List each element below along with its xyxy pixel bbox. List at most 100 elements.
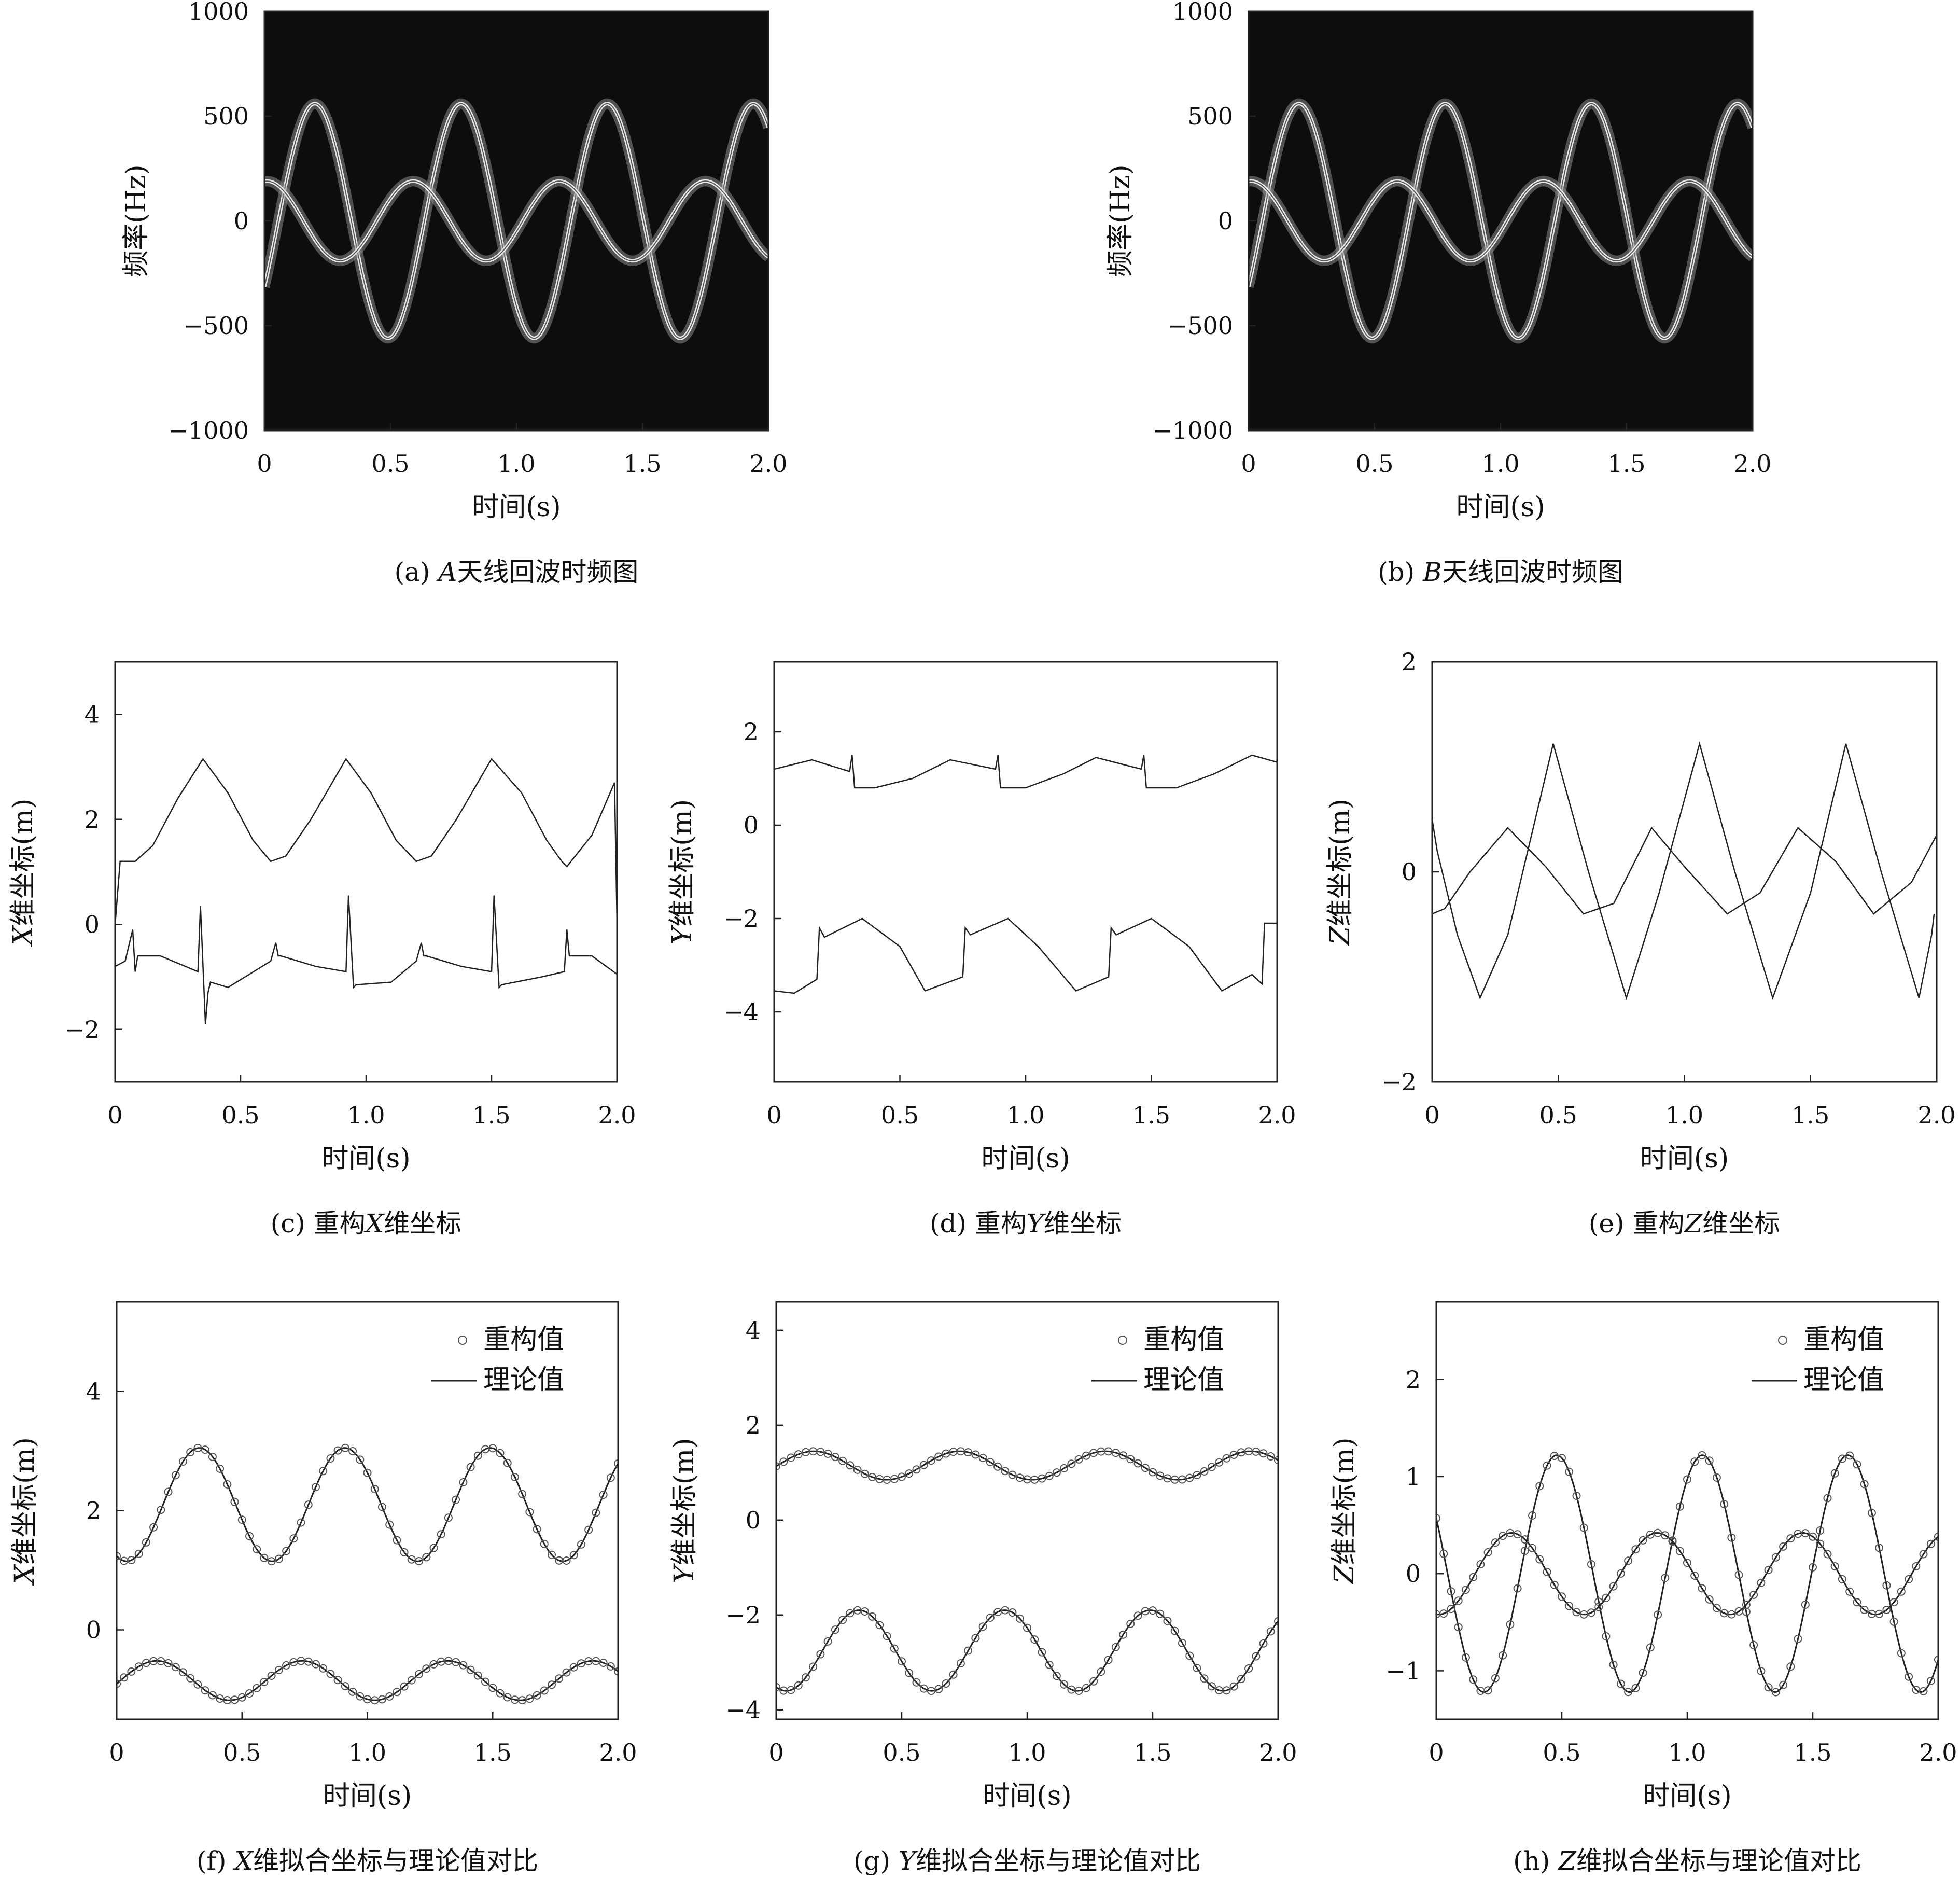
reconstructed-point bbox=[1712, 1604, 1721, 1612]
x-axis-label: 时间(s) bbox=[321, 1143, 410, 1174]
reconstructed-point bbox=[592, 1508, 600, 1517]
reconstructed-point bbox=[1602, 1593, 1611, 1602]
y-tick-label: −500 bbox=[1168, 312, 1233, 340]
x-tick-label: 0.5 bbox=[223, 1739, 261, 1767]
reconstructed-point bbox=[1499, 1532, 1507, 1540]
reconstructed-point bbox=[1499, 1651, 1507, 1660]
reconstructed-point bbox=[1149, 1606, 1157, 1615]
reconstructed-point bbox=[1934, 1532, 1938, 1541]
reconstructed-point bbox=[1853, 1598, 1861, 1607]
reconstructed-point bbox=[1675, 1502, 1684, 1511]
reconstructed-point bbox=[1274, 1617, 1278, 1625]
reconstructed-point bbox=[142, 1659, 150, 1667]
reconstructed-point bbox=[1266, 1627, 1275, 1636]
legend-label-reconstructed: 重构值 bbox=[1803, 1324, 1884, 1355]
reconstructed-point bbox=[120, 1673, 129, 1682]
reconstructed-point bbox=[201, 1686, 209, 1695]
reconstructed-point bbox=[1052, 1468, 1061, 1477]
y-tick-label: 4 bbox=[85, 700, 100, 728]
doppler-trace-core-1 bbox=[264, 103, 768, 339]
reconstructed-point bbox=[1052, 1672, 1061, 1680]
reconstructed-point bbox=[1587, 1608, 1595, 1617]
reconstructed-point bbox=[1439, 1549, 1448, 1558]
reconstructed-point bbox=[1838, 1454, 1846, 1463]
reconstructed-point bbox=[1178, 1638, 1186, 1647]
panel-e: 0 0.5 1.0 1.5 2.020−2时间(s)Z维坐标(m)(e) 重构Z维坐标 bbox=[1325, 648, 1956, 1239]
reconstructed-point bbox=[1705, 1456, 1714, 1465]
panel-caption: (e) 重构Z维坐标 bbox=[1589, 1208, 1780, 1239]
reconstructed-point bbox=[1550, 1580, 1559, 1589]
reconstructed-point bbox=[1506, 1620, 1515, 1629]
reconstructed-point bbox=[193, 1680, 202, 1689]
reconstructed-point bbox=[400, 1548, 409, 1556]
reconstructed-point bbox=[1222, 1454, 1231, 1463]
reconstructed-point bbox=[164, 1487, 173, 1496]
reconstructed-point bbox=[1476, 1560, 1485, 1569]
reconstructed-point bbox=[1875, 1609, 1884, 1618]
reconstructed-point bbox=[1631, 1545, 1640, 1554]
reconstructed-point bbox=[898, 1472, 906, 1481]
reconstructed-point bbox=[127, 1556, 136, 1564]
x-tick-label: 1.0 bbox=[1008, 1739, 1046, 1767]
y-axis-label: 频率(Hz) bbox=[121, 164, 152, 277]
reconstructed-point bbox=[993, 1462, 1002, 1471]
x-tick-label: 1.5 bbox=[1133, 1739, 1171, 1767]
reconstructed-point bbox=[510, 1473, 519, 1481]
y-tick-label: 0 bbox=[86, 1616, 101, 1644]
reconstructed-point bbox=[1001, 1467, 1010, 1476]
reconstructed-point bbox=[890, 1475, 899, 1483]
reconstructed-point bbox=[1816, 1526, 1825, 1535]
reconstructed-point bbox=[274, 1666, 283, 1674]
reconstructed-point bbox=[816, 1448, 825, 1456]
reconstructed-point bbox=[466, 1463, 475, 1471]
y-tick-label: 2 bbox=[746, 1411, 761, 1439]
reconstructed-point bbox=[823, 1637, 832, 1646]
doppler-trace-core-1 bbox=[1249, 103, 1753, 339]
x-tick-label: 1.5 bbox=[1607, 450, 1645, 478]
reconstructed-point bbox=[1215, 1458, 1224, 1467]
reconstructed-point bbox=[1639, 1536, 1647, 1545]
reconstructed-point bbox=[555, 1674, 564, 1683]
reconstructed-point bbox=[1897, 1649, 1906, 1658]
x-tick-label: 1.5 bbox=[472, 1101, 510, 1129]
reconstructed-point bbox=[356, 1455, 365, 1464]
panel-a: 0 0.5 1.0 1.5 2.0 1000 500 0 −500 −1000 时间(s) 频率(Hz… bbox=[121, 0, 788, 587]
reconstructed-point bbox=[312, 1660, 320, 1669]
x-axis-label: 时间(s) bbox=[323, 1781, 412, 1812]
reconstructed-point bbox=[1749, 1590, 1758, 1599]
reconstructed-point bbox=[429, 1544, 438, 1552]
reconstructed-point bbox=[1200, 1467, 1209, 1476]
y-tick-label: 2 bbox=[1402, 648, 1417, 676]
reconstructed-point bbox=[1454, 1623, 1463, 1632]
reconstructed-point bbox=[1015, 1614, 1024, 1623]
y-tick-label: 1000 bbox=[1172, 0, 1233, 25]
reconstructed-point bbox=[1060, 1680, 1069, 1689]
reconstructed-point bbox=[503, 1458, 512, 1467]
x-tick-label: 2.0 bbox=[1733, 450, 1771, 478]
reconstructed-point bbox=[1060, 1464, 1069, 1472]
reconstructed-point bbox=[429, 1660, 438, 1669]
x-tick-label: 0.5 bbox=[1543, 1739, 1580, 1767]
reconstructed-point bbox=[333, 1446, 342, 1455]
reconstructed-point bbox=[1801, 1600, 1810, 1609]
reconstructed-point bbox=[1038, 1474, 1046, 1483]
reconstructed-point bbox=[1170, 1626, 1179, 1635]
reconstructed-point bbox=[1045, 1471, 1054, 1480]
reconstructed-point bbox=[823, 1450, 832, 1458]
reconstructed-point bbox=[282, 1661, 291, 1670]
reconstructed-point bbox=[964, 1448, 973, 1457]
reconstructed-point bbox=[452, 1495, 460, 1504]
reconstructed-point bbox=[452, 1658, 460, 1666]
x-tick-label: 1.5 bbox=[1791, 1101, 1829, 1129]
reconstructed-point bbox=[971, 1634, 980, 1643]
reconstructed-point bbox=[1461, 1586, 1470, 1594]
reconstructed-point bbox=[905, 1669, 914, 1677]
x-tick-label: 1.0 bbox=[348, 1739, 386, 1767]
panel-caption: (f) X维拟合坐标与理论值对比 bbox=[197, 1846, 538, 1876]
panel-caption: (a) A天线回波时频图 bbox=[395, 557, 639, 587]
reconstructed-point bbox=[584, 1525, 593, 1534]
x-tick-label: 2.0 bbox=[1917, 1101, 1955, 1129]
reconstructed-point bbox=[171, 1663, 180, 1672]
x-tick-label: 1.0 bbox=[1668, 1739, 1706, 1767]
